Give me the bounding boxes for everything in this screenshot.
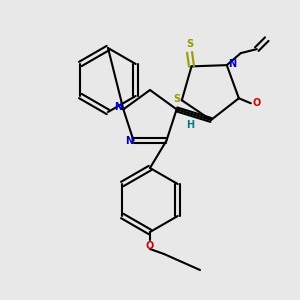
Text: N: N (114, 102, 122, 112)
Text: S: S (173, 94, 180, 104)
Text: H: H (186, 120, 194, 130)
Text: S: S (186, 39, 193, 50)
Text: O: O (253, 98, 261, 108)
Text: O: O (146, 241, 154, 251)
Text: N: N (125, 136, 134, 146)
Text: N: N (228, 59, 236, 69)
